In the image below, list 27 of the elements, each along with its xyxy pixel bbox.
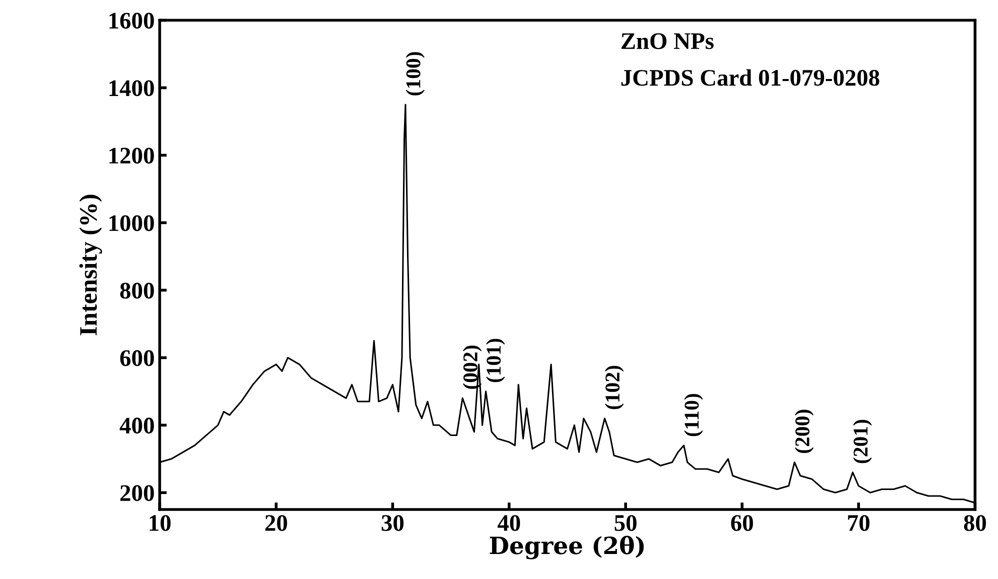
annotation: (100) — [406, 52, 425, 96]
y-tick-label: 800 — [120, 282, 154, 299]
x-tick-label: 60 — [731, 515, 753, 531]
x-tick-label: 10 — [150, 515, 171, 531]
annotation: (201) — [853, 420, 872, 464]
y-axis-title: Intensity (%) — [79, 194, 102, 336]
annotation: (101) — [486, 338, 505, 382]
y-tick-label: 1600 — [109, 12, 154, 29]
x-tick-label: 80 — [964, 515, 986, 531]
y-tick-label: 1000 — [109, 215, 154, 232]
y-tick-label: 200 — [120, 485, 154, 502]
annotation: (102) — [604, 366, 624, 410]
annotation: (002) — [462, 346, 482, 389]
annotation: ZnO NPs — [621, 33, 714, 50]
x-tick-label: 30 — [382, 515, 404, 531]
y-tick-label: 600 — [120, 350, 154, 366]
x-axis-title: Degree (2θ) — [490, 536, 644, 560]
y-tick-label: 1200 — [109, 148, 154, 164]
x-tick-label: 40 — [498, 515, 520, 531]
x-tick-label: 70 — [848, 515, 870, 531]
annotation: JCPDS Card 01-079-0208 — [621, 69, 880, 86]
annotation: (110) — [684, 394, 704, 436]
x-tick-label: 20 — [265, 515, 288, 531]
y-tick-label: 400 — [120, 418, 154, 434]
x-tick-label: 50 — [614, 515, 637, 531]
annotation: (200) — [794, 410, 814, 454]
y-tick-label: 1400 — [109, 80, 154, 96]
